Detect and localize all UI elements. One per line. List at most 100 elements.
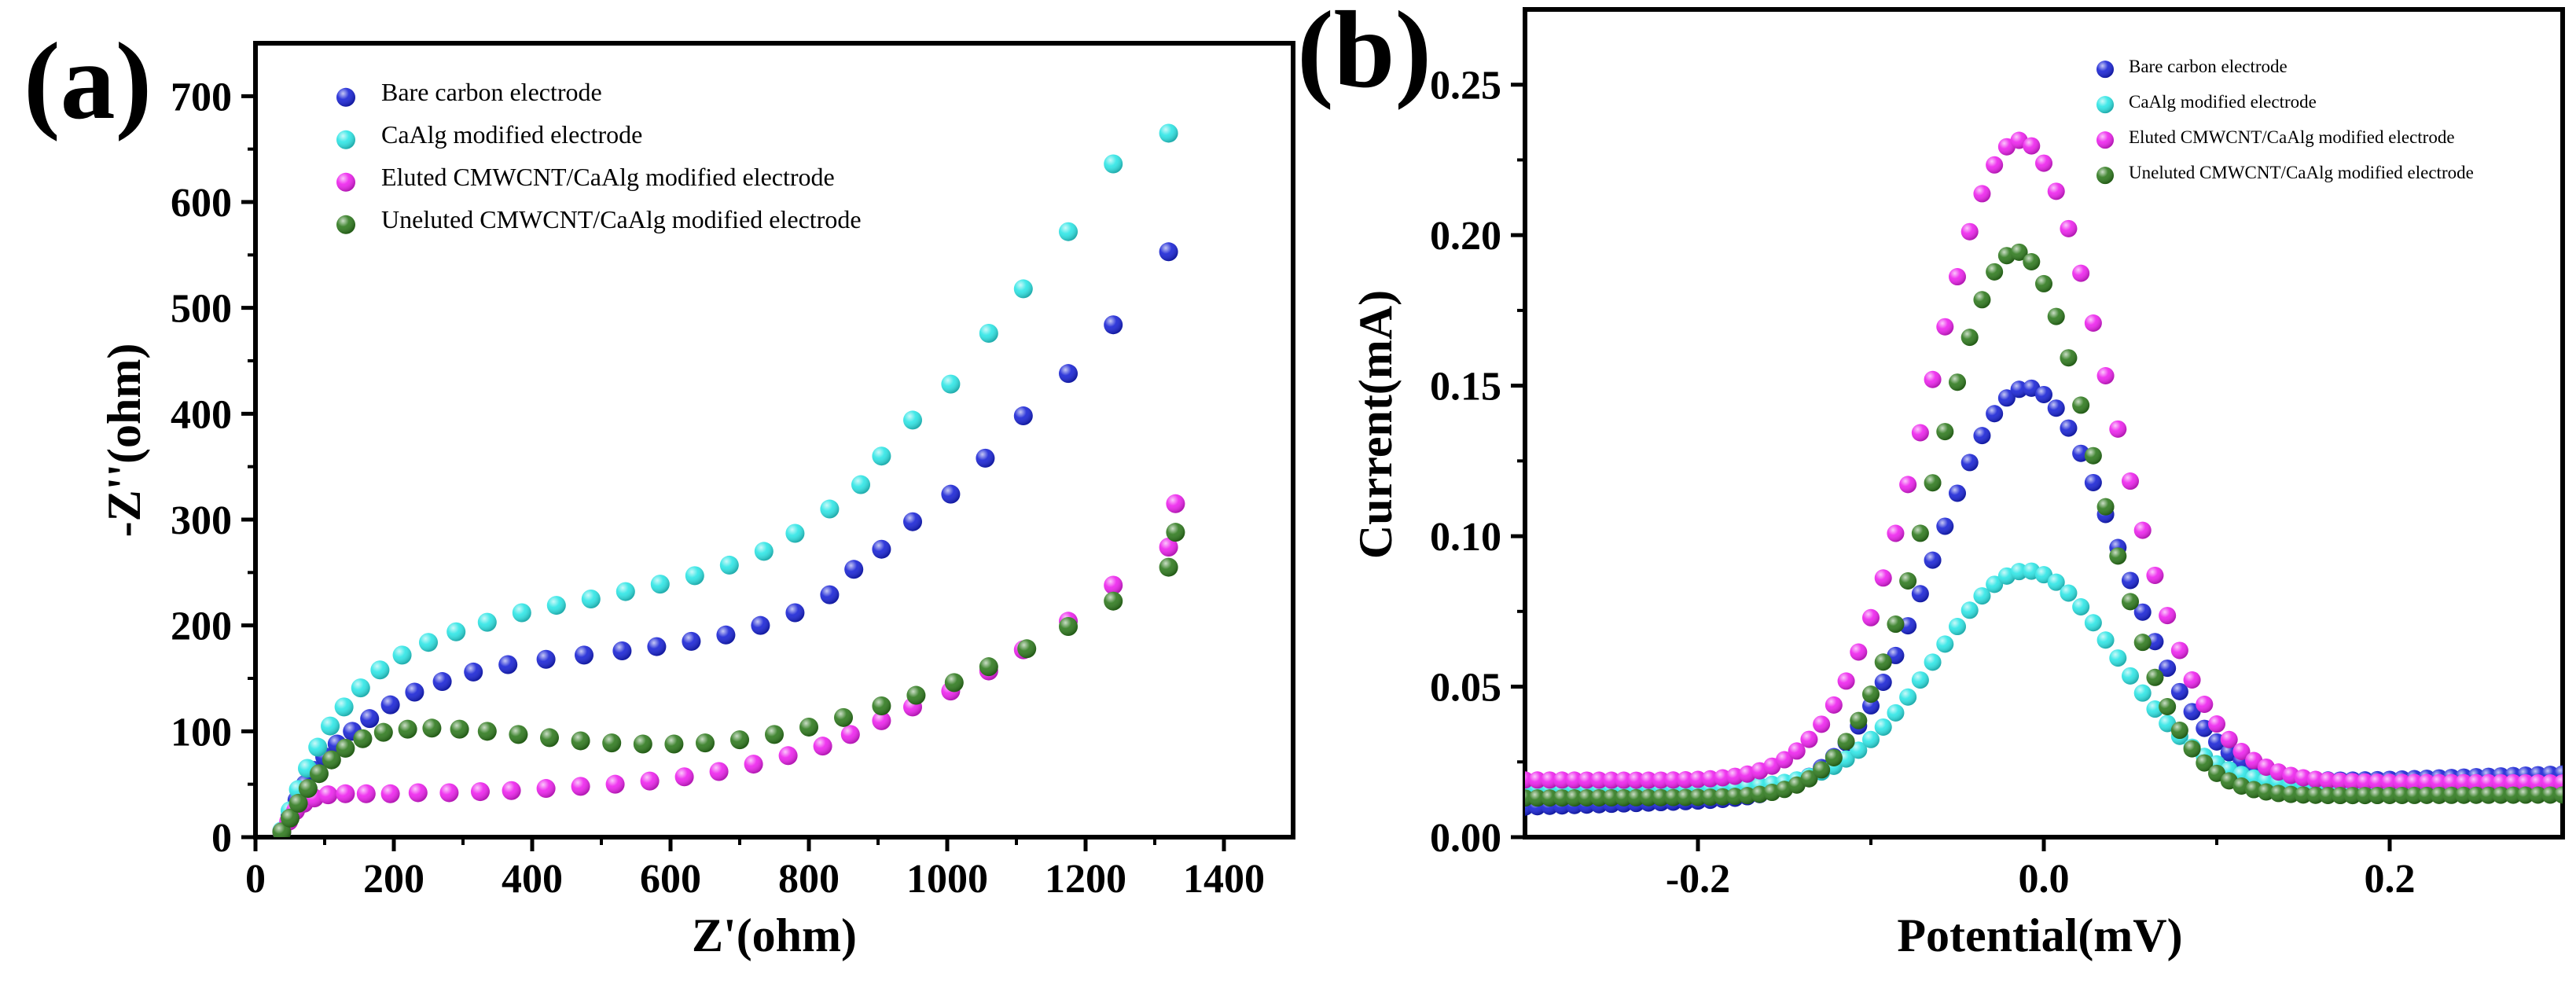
- data-point: [464, 662, 483, 682]
- data-point: [979, 657, 998, 677]
- data-point: [612, 641, 632, 660]
- data-point: [1166, 494, 1185, 513]
- data-point: [2282, 785, 2300, 803]
- data-point: [1800, 730, 1818, 748]
- data-point: [1059, 617, 1078, 637]
- data-point: [605, 774, 625, 794]
- data-point: [602, 733, 622, 753]
- data-point: [2332, 787, 2350, 805]
- data-point: [1887, 615, 1905, 634]
- data-point: [799, 717, 818, 737]
- data-point: [785, 524, 805, 543]
- data-point: [2504, 786, 2523, 804]
- data-point: [1578, 788, 1596, 806]
- data-point: [536, 649, 556, 669]
- data-point: [820, 585, 840, 604]
- data-point: [2196, 696, 2214, 714]
- data-point: [1986, 575, 2004, 593]
- data-point: [575, 645, 593, 665]
- data-point: [685, 566, 704, 586]
- data-point: [334, 697, 354, 717]
- data-point: [1986, 156, 2004, 174]
- data-point: [765, 725, 784, 744]
- legend-marker-caalg-modified-electrode: [336, 130, 355, 149]
- data-point: [744, 755, 763, 774]
- data-point: [851, 475, 870, 494]
- data-point: [2554, 786, 2563, 804]
- data-point: [1924, 653, 1942, 671]
- data-point: [2010, 563, 2028, 581]
- data-point: [502, 781, 521, 800]
- data-point: [2356, 773, 2374, 791]
- data-point: [1825, 748, 1843, 766]
- data-point: [834, 707, 853, 727]
- data-point: [976, 448, 995, 468]
- y-tick-label: 0.25: [1430, 64, 1501, 108]
- data-point: [2060, 349, 2078, 367]
- panel-b-label: (b): [1297, 0, 1431, 111]
- x-tick-label: 600: [640, 857, 701, 902]
- legend-marker-caalg-modified-electrode: [2096, 96, 2114, 114]
- data-point: [540, 728, 559, 748]
- data-point: [1104, 575, 1123, 595]
- data-point: [2170, 682, 2188, 700]
- data-point: [650, 575, 670, 594]
- data-point: [2084, 473, 2102, 491]
- data-point: [281, 808, 299, 828]
- data-point: [778, 746, 798, 766]
- data-point: [2159, 697, 2177, 715]
- data-point: [719, 555, 739, 575]
- data-point: [1949, 484, 1966, 502]
- data-point: [318, 785, 338, 805]
- data-point: [2319, 771, 2337, 789]
- data-point: [664, 734, 684, 754]
- data-point: [1664, 788, 1682, 806]
- data-point: [1652, 771, 1670, 789]
- data-point: [1850, 643, 1868, 661]
- data-point: [1862, 608, 1880, 626]
- panel-a-legend: Bare carbon electrode CaAlg modified elec…: [336, 78, 862, 234]
- data-point: [1936, 423, 1954, 441]
- data-point: [1776, 751, 1793, 769]
- x-tick-label: 0.2: [2365, 857, 2416, 902]
- data-point: [1813, 715, 1831, 733]
- data-point: [1689, 770, 1707, 788]
- data-point: [1973, 185, 1991, 203]
- data-point: [1565, 771, 1583, 789]
- panel-a: (a) 0 200 400 600 800 1000 1200 1400 0 100 200 300…: [24, 20, 1295, 961]
- data-point: [2133, 684, 2152, 702]
- data-point: [1911, 671, 1929, 689]
- data-point: [2468, 786, 2485, 804]
- data-point: [2405, 773, 2423, 792]
- a-plot-area: [272, 123, 1185, 837]
- data-point: [2516, 786, 2534, 804]
- data-point: [1615, 788, 1633, 806]
- data-point: [1652, 788, 1670, 806]
- series-bare-carbon-electrode: [272, 242, 1178, 837]
- x-tick-label: 1400: [1183, 857, 1265, 902]
- y-tick-label: 100: [171, 710, 232, 755]
- data-point: [1973, 427, 1991, 445]
- data-point: [1997, 389, 2016, 407]
- data-point: [2430, 773, 2448, 792]
- data-point: [2516, 773, 2534, 792]
- data-point: [450, 719, 469, 739]
- data-point: [2418, 773, 2436, 792]
- data-point: [2430, 786, 2448, 804]
- y-tick-label: 400: [171, 392, 232, 437]
- data-point: [419, 633, 438, 652]
- data-point: [2405, 786, 2423, 804]
- data-point: [1159, 242, 1178, 262]
- data-point: [405, 682, 424, 702]
- data-point: [1565, 789, 1583, 807]
- data-point: [1714, 788, 1732, 806]
- legend-label-bare-carbon-electrode: Bare carbon electrode: [2129, 57, 2288, 76]
- data-point: [1640, 771, 1658, 789]
- data-point: [2109, 649, 2127, 667]
- data-point: [1528, 789, 1546, 807]
- panel-b-x-ticks: -0.2 0.0 0.2: [1666, 837, 2416, 902]
- data-point: [298, 779, 318, 799]
- data-point: [2146, 633, 2164, 651]
- data-point: [906, 685, 926, 705]
- data-point: [1528, 771, 1546, 789]
